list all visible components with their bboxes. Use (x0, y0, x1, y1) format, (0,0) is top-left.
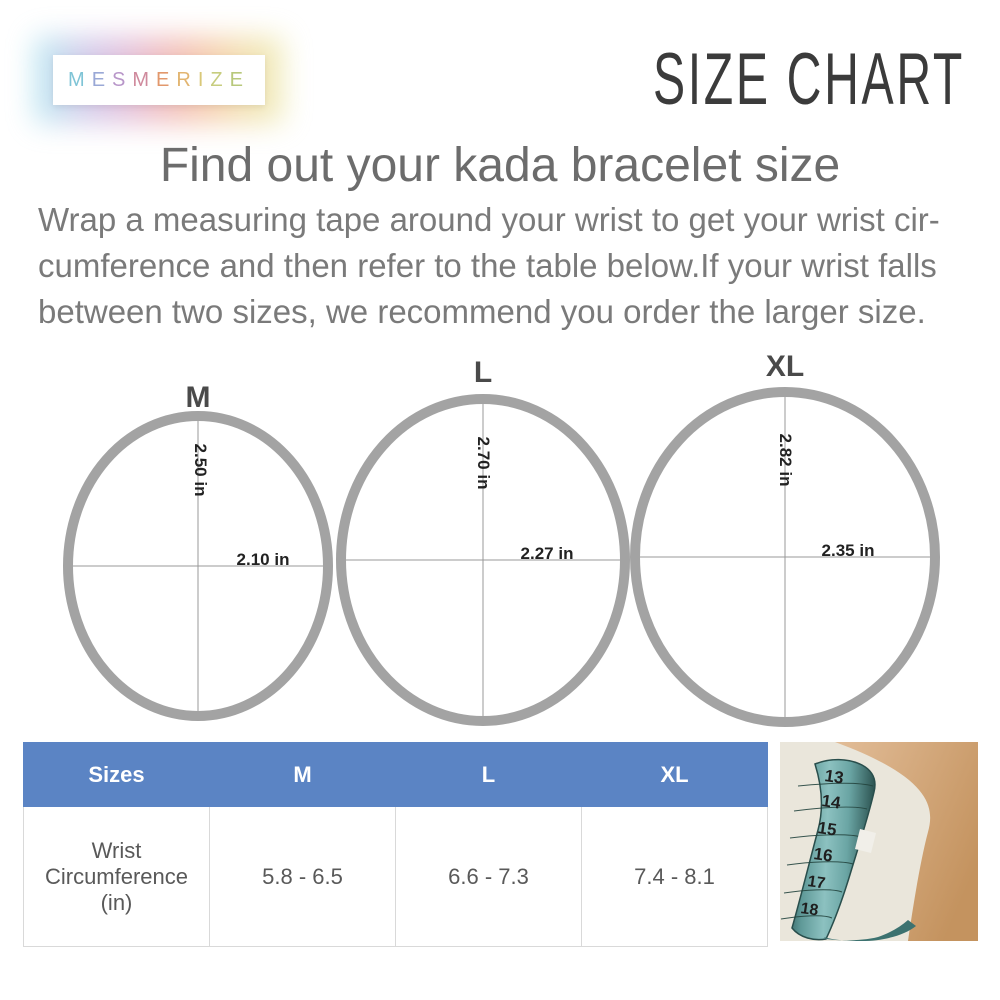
svg-text:13: 13 (823, 766, 844, 787)
svg-text:18: 18 (799, 900, 819, 919)
svg-text:14: 14 (820, 791, 842, 813)
svg-text:17: 17 (806, 873, 826, 892)
svg-text:16: 16 (812, 844, 833, 865)
svg-text:15: 15 (816, 818, 837, 839)
